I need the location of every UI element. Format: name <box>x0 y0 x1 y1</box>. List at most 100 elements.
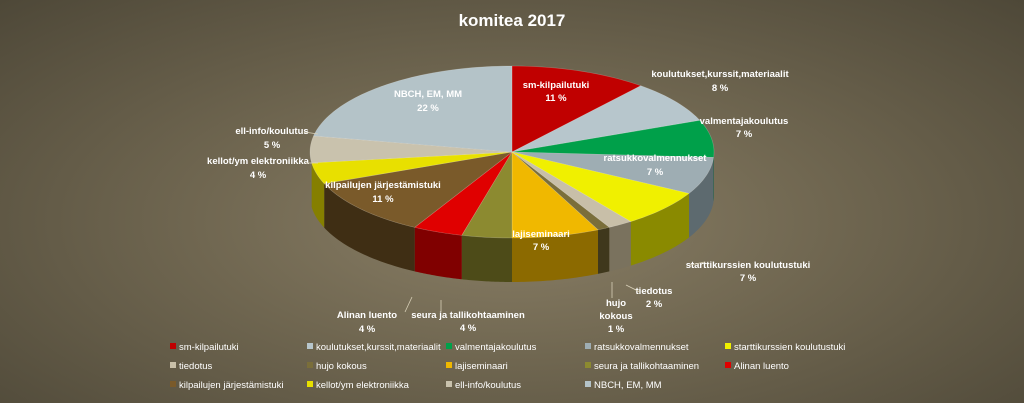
pie-slice-starttikurssien-koulutustuki <box>511 151 690 222</box>
data-label-ell-info-koulutus: ell-info/koulutus 5 % <box>235 126 308 151</box>
legend-item-alinan-luento: Alinan luento <box>725 361 789 372</box>
legend-item-ell-info-koulutus: ell-info/koulutus <box>446 380 521 391</box>
legend-item-ratsukkovalmennukset: ratsukkovalmennukset <box>585 342 689 353</box>
legend-swatch <box>585 362 591 368</box>
data-label-value: 4 % <box>460 323 477 334</box>
data-label-value: 4 % <box>359 324 376 335</box>
legend-swatch <box>446 381 452 387</box>
data-label-value: 7 % <box>740 273 757 284</box>
data-label-seura-ja-tallikohtaaminen: seura ja tallikohtaaminen 4 % <box>411 310 525 334</box>
data-label-ratsukkovalmennukset: ratsukkovalmennukset 7 % <box>604 153 708 178</box>
data-label-name: valmentajakoulutus <box>700 116 789 127</box>
legend-swatch <box>446 362 452 368</box>
pie-slice-ell-info-koulutus <box>309 135 513 164</box>
data-label-value: 22 % <box>417 103 439 114</box>
legend-label: valmentajakoulutus <box>455 342 537 353</box>
pie-slice-ratsukkovalmennukset <box>511 151 714 194</box>
legend-label: kellot/ym elektroniikka <box>316 380 410 391</box>
legend-item-tiedotus: tiedotus <box>170 361 213 372</box>
pie-sides <box>310 152 714 282</box>
legend-swatch <box>585 381 591 387</box>
legend-label: seura ja tallikohtaaminen <box>594 361 699 372</box>
data-label-name: ratsukkovalmennukset <box>604 153 708 164</box>
chart-title: komitea 2017 <box>459 11 566 30</box>
legend-label: hujo kokous <box>316 361 367 372</box>
data-label-valmentajakoulutus: valmentajakoulutus 7 % <box>700 116 789 140</box>
leader-line <box>689 261 706 266</box>
pie-side-ell-info-koulutus <box>310 152 312 207</box>
data-label-lajiseminaari: lajiseminaari 7 % <box>512 229 570 253</box>
data-label-hujo-kokous: hujo kokous 1 % <box>599 298 632 335</box>
leader-line <box>625 284 641 293</box>
data-label-name: lajiseminaari <box>512 229 570 240</box>
pie-slice-hujo-kokous <box>511 151 610 231</box>
pie-slice-koulutukset-kurssit-materiaalit <box>511 85 701 153</box>
legend-label: NBCH, EM, MM <box>594 380 662 391</box>
pie-slice-kilpailujen-järjestämistuki <box>323 151 513 228</box>
data-label-value: 11 % <box>372 194 394 205</box>
data-label-value: 7 % <box>533 242 550 253</box>
data-label-name: tiedotus <box>636 286 673 297</box>
pie-side-tiedotus <box>609 221 631 272</box>
pie-tops <box>309 65 715 239</box>
legend-item-kilpailujen-järjestämistuki: kilpailujen järjestämistuki <box>170 380 284 391</box>
data-label-sm-kilpailutuki: sm-kilpailutuki 11 % <box>523 80 590 104</box>
pie-side-ratsukkovalmennukset <box>689 157 714 238</box>
pie-side-alinan-luento <box>414 227 462 280</box>
legend-swatch <box>170 362 176 368</box>
data-label-value: 11 % <box>545 93 567 104</box>
data-label-name: starttikurssien koulutustuki <box>686 260 811 271</box>
leader-line <box>303 131 319 135</box>
legend-item-kellot-ym-elektroniikka: kellot/ym elektroniikka <box>307 380 410 391</box>
legend-item-nbch-em-mm: NBCH, EM, MM <box>585 380 662 391</box>
legend-swatch <box>725 343 731 349</box>
pie-side-kellot-ym-elektroniikka <box>311 162 325 228</box>
data-label-name: NBCH, EM, MM <box>394 89 462 100</box>
data-label-nbch-em-mm: NBCH, EM, MM 22 % <box>394 89 462 114</box>
pie-slice-tiedotus <box>511 151 632 228</box>
pie-side-hujo-kokous <box>598 227 610 274</box>
legend-item-hujo-kokous: hujo kokous <box>307 361 367 372</box>
legend-item-valmentajakoulutus: valmentajakoulutus <box>446 342 537 353</box>
data-label-name: kilpailujen järjestämistuki <box>325 180 441 191</box>
legend-swatch <box>307 343 313 349</box>
pie-labels: sm-kilpailutuki 11 % koulutukset,kurssit,m… <box>207 69 810 335</box>
data-label-tiedotus: tiedotus 2 % <box>636 286 673 310</box>
legend-label: lajiseminaari <box>455 361 508 372</box>
pie-slice-kellot-ym-elektroniikka <box>311 151 513 184</box>
legend-swatch <box>725 362 731 368</box>
pie-slice-seura-ja-tallikohtaaminen <box>461 150 513 239</box>
data-label-value: 1 % <box>608 324 625 335</box>
data-label-value: 7 % <box>647 167 664 178</box>
legend-label: tiedotus <box>179 361 213 372</box>
data-label-starttikurssien-koulutustuki: starttikurssien koulutustuki 7 % <box>686 260 811 284</box>
legend-item-sm-kilpailutuki: sm-kilpailutuki <box>170 342 239 353</box>
data-label-name-part: kokous <box>599 311 632 322</box>
legend-item-lajiseminaari: lajiseminaari <box>446 361 508 372</box>
legend-label: ratsukkovalmennukset <box>594 342 689 353</box>
data-label-value: 2 % <box>646 299 663 310</box>
legend-swatch <box>307 362 313 368</box>
legend: sm-kilpailutuki koulutukset,kurssit,mater… <box>170 342 845 391</box>
data-label-name: koulutukset,kurssit,materiaalit <box>651 69 789 80</box>
data-label-name-part: hujo <box>606 298 626 309</box>
pie-side-lajiseminaari <box>512 229 599 282</box>
data-label-kellot-ym-elektroniikka: kellot/ym elektroniikka 4 % <box>207 156 310 181</box>
pie-side-starttikurssien-koulutustuki <box>630 193 690 266</box>
pie-side-kilpailujen-järjestämistuki <box>324 183 415 272</box>
data-label-value: 7 % <box>736 129 753 140</box>
legend-label: ell-info/koulutus <box>455 380 521 391</box>
legend-label: sm-kilpailutuki <box>179 342 239 353</box>
pie-slice-nbch-em-mm <box>313 65 513 153</box>
pie-slice-lajiseminaari <box>511 151 599 239</box>
legend-swatch <box>446 343 452 349</box>
legend-item-seura-ja-tallikohtaaminen: seura ja tallikohtaaminen <box>585 361 699 372</box>
legend-label: Alinan luento <box>734 361 789 372</box>
legend-swatch <box>585 343 591 349</box>
legend-item-koulutukset-kurssit-materiaalit: koulutukset,kurssit,materiaalit <box>307 342 441 353</box>
pie-slice-alinan-luento <box>414 151 513 236</box>
data-label-koulutukset-kurssit-materiaalit: koulutukset,kurssit,materiaalit 8 % <box>651 69 789 94</box>
data-label-alinan-luento: Alinan luento 4 % <box>337 310 397 335</box>
data-label-value: 5 % <box>264 140 281 151</box>
legend-swatch <box>170 381 176 387</box>
